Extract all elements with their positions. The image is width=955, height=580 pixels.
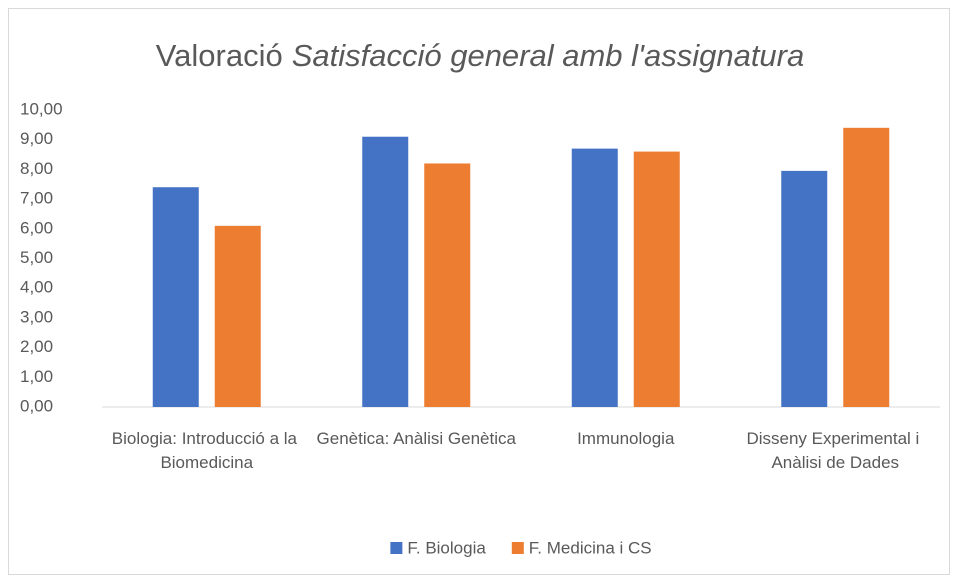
chart-title: Valoració xyxy=(156,38,283,73)
legend-label: F. Medicina i CS xyxy=(529,538,652,557)
x-tick-label: Genètica: Anàlisi Genètica xyxy=(317,429,517,448)
legend-label: F. Biologia xyxy=(407,538,486,557)
label-line: Biologia: Introducció a la xyxy=(112,429,302,448)
y-tick-label: 5,00 xyxy=(20,248,53,267)
y-tick-label: 3,00 xyxy=(20,307,53,326)
y-tick-label: 1,00 xyxy=(20,367,53,386)
label-line: Biomedicina xyxy=(160,453,253,472)
y-tick-label: 0,00 xyxy=(20,396,53,415)
bar xyxy=(214,225,261,407)
bar xyxy=(843,127,890,407)
bar xyxy=(633,151,680,407)
y-tick-label: 4,00 xyxy=(20,278,53,297)
y-tick-label: 9,00 xyxy=(20,129,53,148)
label-line: Genètica: Anàlisi Genètica xyxy=(317,429,517,448)
bar xyxy=(571,148,618,408)
legend: F. Biologia F. Medicina i CS xyxy=(390,538,652,557)
label-line: Anàlisi de Dades xyxy=(771,453,899,472)
legend-swatch xyxy=(511,542,524,554)
x-tick-label: Biologia: Introducció a la Biomedicina xyxy=(112,429,302,472)
chart-title-group: Valoració Satisfacció general amb l'assig… xyxy=(156,38,804,73)
x-tick-label: Immunologia xyxy=(577,429,675,448)
legend-swatch xyxy=(390,542,403,554)
chart-title-emphasis: Satisfacció general amb l'assignatura xyxy=(292,38,805,73)
bar xyxy=(781,170,828,407)
x-tick-label: Disseny Experimental i Anàlisi de Dades xyxy=(746,429,924,472)
y-tick-label: 8,00 xyxy=(20,159,53,178)
bar xyxy=(152,187,199,407)
y-tick-label: 7,00 xyxy=(20,189,53,208)
label-line: Disseny Experimental i xyxy=(746,429,924,448)
label-line: Immunologia xyxy=(577,429,675,448)
bar xyxy=(362,136,409,408)
y-tick-label: 2,00 xyxy=(20,337,53,356)
y-tick-label: 10,00 xyxy=(20,99,63,118)
y-tick-label: 6,00 xyxy=(20,218,53,237)
bar xyxy=(424,163,471,407)
